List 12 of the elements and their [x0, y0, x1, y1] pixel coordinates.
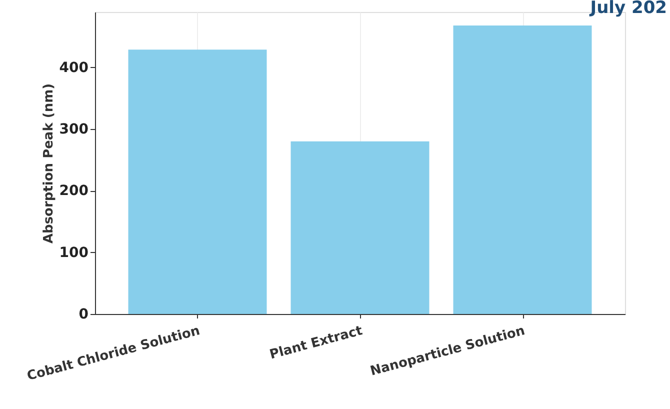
y-tick-label: 0	[78, 306, 89, 322]
y-axis-title: Absorption Peak (nm)	[41, 83, 56, 244]
bar	[453, 26, 592, 314]
bar	[290, 141, 430, 314]
y-tick-label: 100	[59, 244, 89, 261]
x-tick-label: Plant Extract	[268, 324, 364, 363]
annotation: July 202	[589, 0, 667, 18]
y-tick-label: 200	[59, 183, 89, 200]
y-tick-label: 300	[59, 122, 89, 138]
bar	[128, 50, 267, 314]
y-tick-label: 400	[59, 60, 89, 76]
x-tick-label: Cobalt Chloride Solution	[26, 324, 202, 384]
